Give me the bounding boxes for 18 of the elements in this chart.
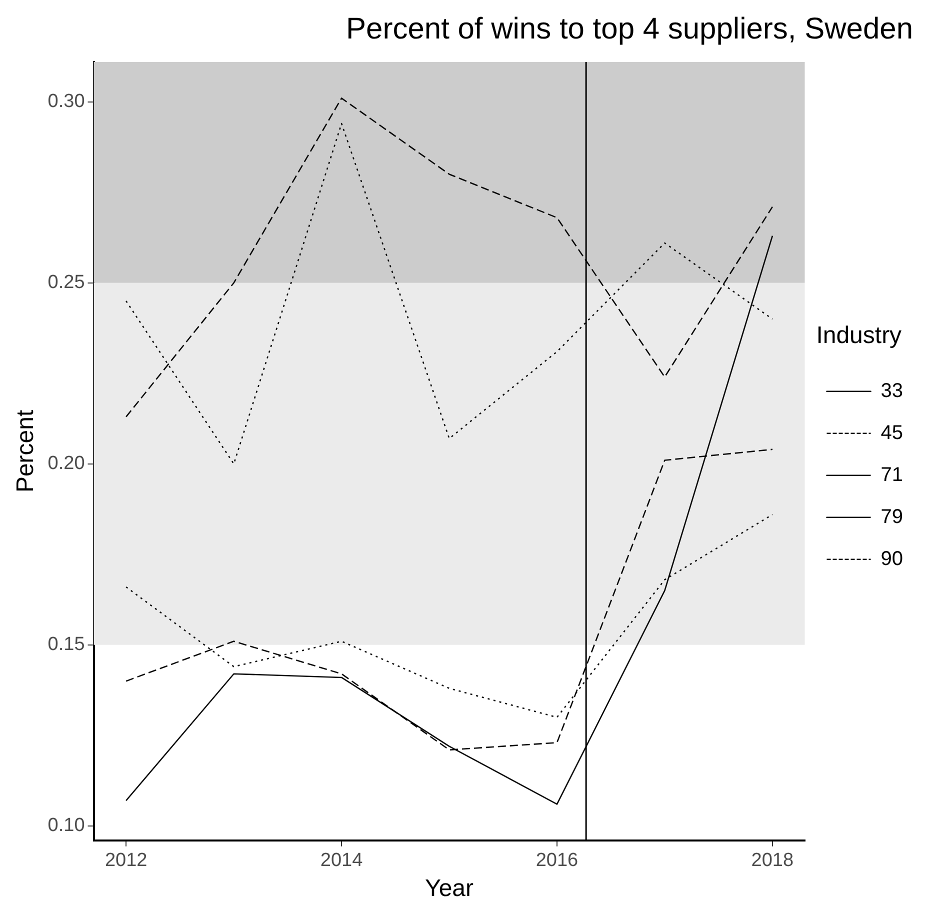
legend-label: 33 [880, 380, 904, 402]
x-tick-label: 2018 [751, 850, 794, 872]
legend-label: 71 [880, 464, 904, 486]
y-tick-label: 0.15 [48, 634, 85, 656]
legend-label: 79 [880, 506, 904, 528]
y-tick-label: 0.30 [48, 91, 85, 112]
legend-title: Industry [816, 322, 902, 350]
x-tick-label: 2014 [320, 850, 364, 872]
y-tick-label: 0.20 [48, 453, 85, 474]
chart-title: Percent of wins to top 4 suppliers, Sweden [346, 12, 913, 46]
legend-label: 90 [880, 548, 904, 570]
y-tick-label: 0.10 [48, 815, 85, 836]
x-axis-title: Year [425, 875, 474, 902]
y-tick-label: 0.25 [48, 272, 85, 294]
legend-label: 45 [880, 422, 904, 444]
x-tick-label: 2012 [104, 850, 148, 872]
y-axis-title: Percent [12, 410, 40, 493]
x-tick-label: 2016 [536, 850, 578, 872]
